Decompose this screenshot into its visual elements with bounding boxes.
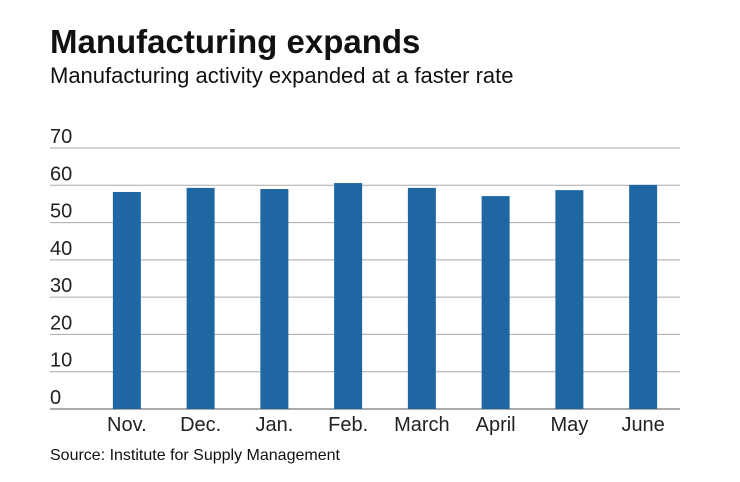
x-tick-label: Jan. <box>255 414 293 436</box>
chart-title: Manufacturing expands <box>50 23 420 60</box>
bar <box>629 184 658 409</box>
x-tick-label: June <box>621 414 664 436</box>
y-tick-label: 70 <box>50 126 72 148</box>
x-tick-label: Dec. <box>180 414 221 436</box>
x-tick-label: March <box>394 414 450 436</box>
bar <box>555 190 584 409</box>
source: Source: Institute for Supply Management <box>50 447 340 464</box>
x-tick-label: Feb. <box>328 414 368 436</box>
bar <box>112 191 141 409</box>
bar <box>407 187 436 409</box>
y-tick-label: 10 <box>50 350 72 372</box>
y-tick-label: 0 <box>50 387 61 409</box>
y-tick-label: 50 <box>50 201 72 223</box>
y-tick-label: 30 <box>50 275 72 297</box>
bar <box>260 189 289 409</box>
bar <box>186 187 215 409</box>
bar <box>481 196 510 409</box>
x-tick-label: April <box>476 414 516 436</box>
chart-subtitle: Manufacturing activity expanded at a fas… <box>50 63 513 88</box>
y-tick-label: 40 <box>50 238 72 260</box>
bar <box>334 183 363 409</box>
y-tick-label: 60 <box>50 163 72 185</box>
y-tick-label: 20 <box>50 312 72 334</box>
x-tick-label: Nov. <box>107 414 147 436</box>
x-tick-label: May <box>550 414 588 436</box>
